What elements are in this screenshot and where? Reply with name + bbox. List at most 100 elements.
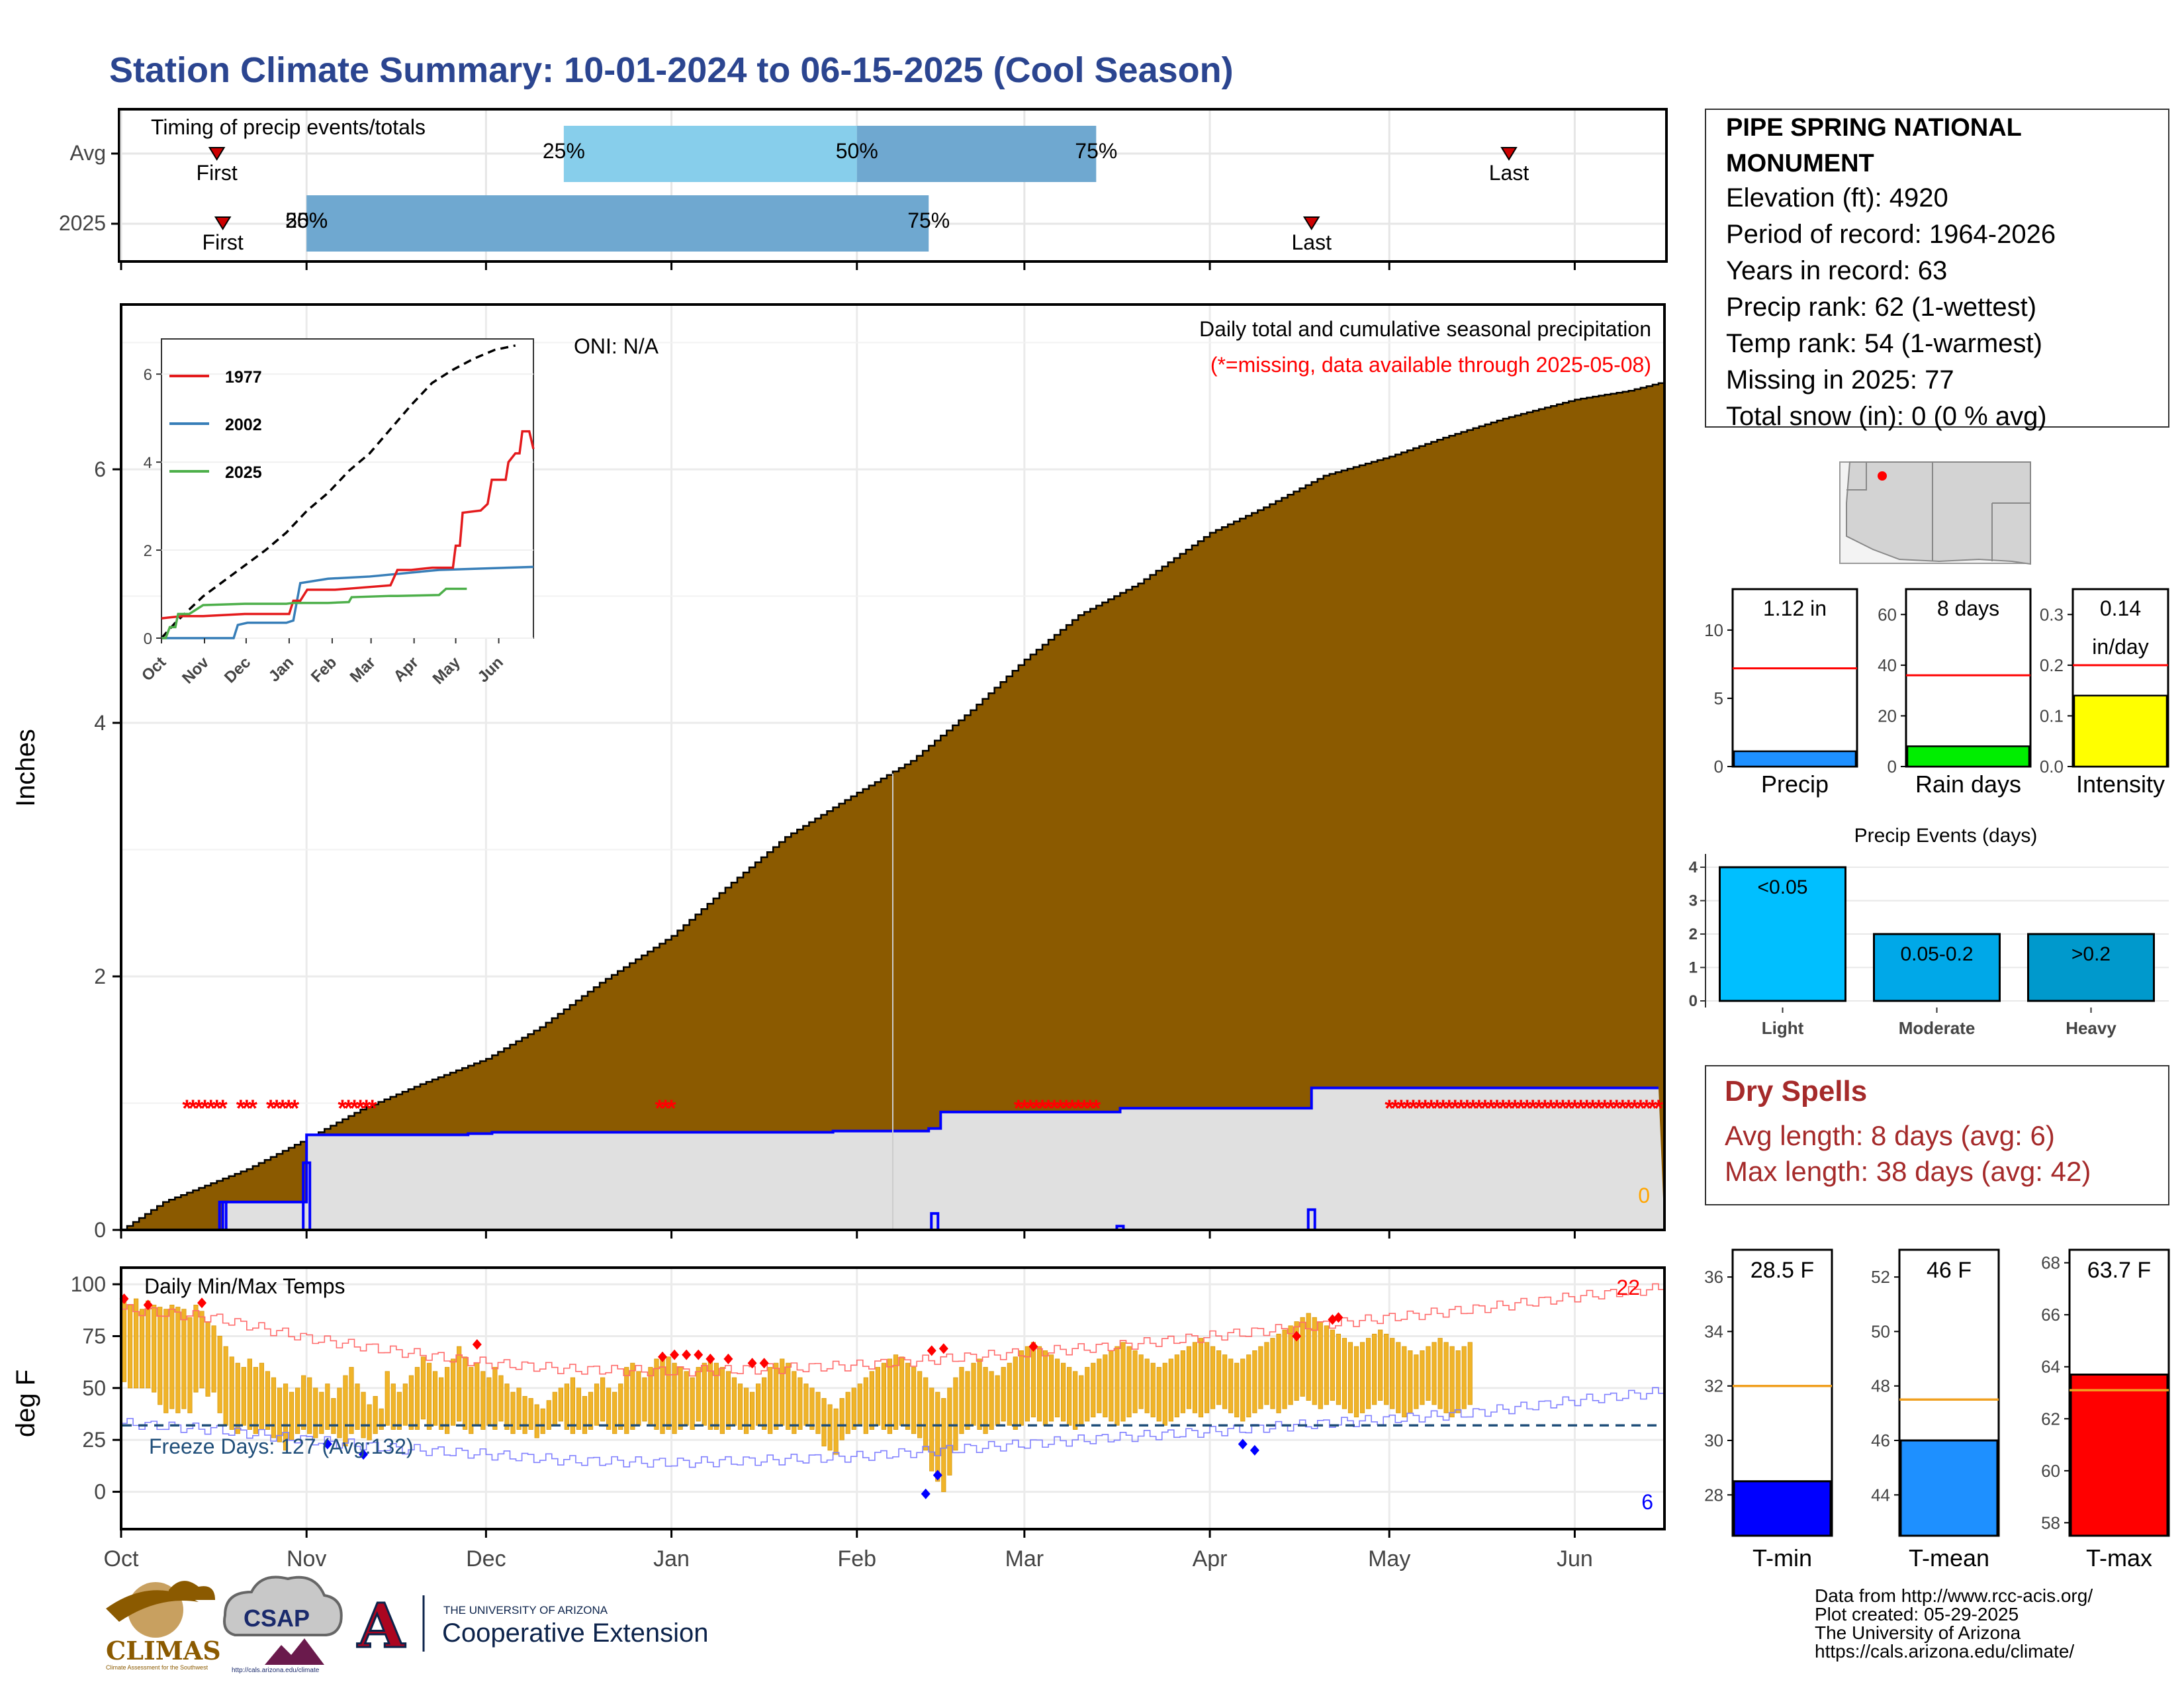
record-high-marker — [694, 1349, 704, 1360]
daily-temp-bar — [463, 1356, 468, 1430]
footer-url: https://cals.arizona.edu/climate/ — [1815, 1641, 2074, 1662]
daily-temp-bar — [1264, 1342, 1269, 1405]
daily-temp-bar — [756, 1383, 761, 1426]
daily-temp-bar — [1001, 1367, 1006, 1422]
daily-temp-bar — [1168, 1358, 1173, 1422]
daily-temp-bar — [552, 1391, 557, 1426]
x-axis-tick-label: Dec — [466, 1546, 506, 1571]
missing-data-marker: * — [1385, 1094, 1394, 1121]
daily-temp-bar — [277, 1387, 283, 1442]
missing-data-marker: * — [1618, 1094, 1627, 1121]
ua-extension: Cooperative Extension — [442, 1618, 708, 1648]
precip-y-tick-label: 2 — [94, 964, 106, 988]
mini-intensity-y-tick-label: 0.3 — [2040, 604, 2064, 624]
daily-temp-bar — [845, 1391, 850, 1434]
daily-temp-bar — [1198, 1338, 1204, 1418]
daily-temp-bar — [971, 1362, 976, 1426]
daily-temp-bar — [152, 1305, 157, 1393]
record-high-marker — [723, 1353, 733, 1364]
daily-temp-bar — [654, 1358, 659, 1430]
daily-temp-bar — [1282, 1329, 1287, 1409]
mini-precip-value: 1.12 in — [1763, 596, 1827, 620]
mini-raindays-frame — [1905, 588, 2032, 768]
daily-temp-bar — [1180, 1350, 1185, 1413]
missing-data-marker: * — [1463, 1094, 1472, 1121]
inset-legend-label: 2025 — [225, 463, 262, 482]
daily-temp-bar — [193, 1305, 199, 1393]
daily-temp-bar — [959, 1367, 964, 1434]
x-axis-tick-label: Feb — [837, 1546, 876, 1571]
daily-temp-bar — [768, 1367, 773, 1434]
daily-temp-bar — [158, 1307, 163, 1405]
precip-y-ticks: 0 2 4 6 — [94, 457, 121, 1242]
record-high-marker — [705, 1353, 715, 1364]
missing-data-marker: * — [266, 1094, 275, 1121]
csap-mountain-icon — [265, 1638, 324, 1665]
precip-events-y-tick-label: 2 — [1689, 925, 1698, 943]
record-high-marker — [1292, 1331, 1302, 1342]
dry-spells-box: Dry Spells Avg length: 8 days (avg: 6) M… — [1705, 1065, 2169, 1205]
temp-bar-value: 46 F — [1927, 1258, 1972, 1283]
precip-events-y-tick-label: 4 — [1689, 859, 1698, 876]
climas-cloud-icon — [169, 1581, 215, 1600]
timing-bar-q25-q50 — [563, 126, 857, 182]
record-high-marker — [658, 1351, 668, 1362]
precip-events-y-tick-label: 3 — [1689, 892, 1698, 910]
x-axis-tick-label: Jun — [1557, 1546, 1593, 1571]
precip-y-axis-label: Inches — [11, 729, 40, 807]
daily-temp-bar — [702, 1362, 707, 1426]
daily-temp-bar — [1132, 1350, 1138, 1413]
ua-a-block — [357, 1597, 405, 1650]
missing-data-marker: * — [1396, 1094, 1406, 1121]
daily-temp-bar — [522, 1395, 527, 1434]
daily-temp-bar — [983, 1367, 988, 1434]
timing-marker-first — [214, 216, 232, 230]
csap-url: http://cals.arizona.edu/climate — [232, 1667, 320, 1674]
temp-bar-y-tick-label: 28 — [1704, 1485, 1723, 1505]
daily-temp-bar — [235, 1362, 240, 1434]
daily-temp-bar — [935, 1391, 940, 1482]
daily-temp-bar — [438, 1377, 444, 1430]
temp-min-end-label: 6 — [1641, 1490, 1653, 1514]
record-high-marker — [747, 1358, 757, 1369]
timing-label-last: Last — [1489, 161, 1529, 185]
missing-data-marker: * — [1576, 1094, 1585, 1121]
missing-data-marker: * — [1624, 1094, 1633, 1121]
daily-temp-bar — [133, 1298, 139, 1389]
record-low-marker — [1238, 1438, 1248, 1450]
daily-temp-bar — [475, 1362, 480, 1426]
temp-y-axis-label: deg F — [11, 1370, 40, 1437]
x-axis-tick-label: Apr — [1193, 1546, 1228, 1571]
missing-data-marker: * — [284, 1094, 293, 1121]
daily-temp-bar — [510, 1391, 516, 1434]
temp-y-tick-label: 0 — [94, 1480, 106, 1504]
daily-temp-bar — [917, 1371, 923, 1438]
missing-data-marker: * — [343, 1094, 353, 1121]
daily-temp-bar — [504, 1383, 510, 1430]
daily-temp-bar — [612, 1391, 617, 1434]
timing-bar-2025 — [306, 195, 929, 252]
temp-bar-t-mean — [1899, 1439, 1999, 1537]
missing-data-marker: * — [242, 1094, 251, 1121]
record-low-marker — [1250, 1444, 1259, 1456]
missing-data-marker: * — [1475, 1094, 1484, 1121]
daily-temp-bar — [169, 1305, 175, 1409]
daily-temp-bar — [1048, 1354, 1054, 1422]
temp-bar-y-tick-label: 32 — [1704, 1376, 1723, 1396]
daily-temp-bar — [606, 1387, 612, 1430]
timing-marker-first — [208, 147, 226, 161]
daily-temp-bar — [451, 1358, 456, 1426]
daily-temp-bar — [1024, 1346, 1030, 1422]
daily-temp-bar — [390, 1383, 396, 1430]
daily-temp-bar — [564, 1383, 569, 1430]
temp-bar-y-tick-label: 60 — [2041, 1461, 2060, 1481]
info-period: Period of record: 1964-2026 — [1726, 220, 2056, 249]
footer: Data from http://www.rcc-acis.org/ Plot … — [1815, 1585, 2093, 1662]
missing-data-marker: * — [1636, 1094, 1645, 1121]
daily-temp-bar — [1085, 1367, 1090, 1422]
daily-temp-bar — [786, 1362, 791, 1430]
precip-events-title: Precip Events (days) — [1854, 825, 2038, 847]
missing-data-marker: * — [667, 1094, 676, 1121]
